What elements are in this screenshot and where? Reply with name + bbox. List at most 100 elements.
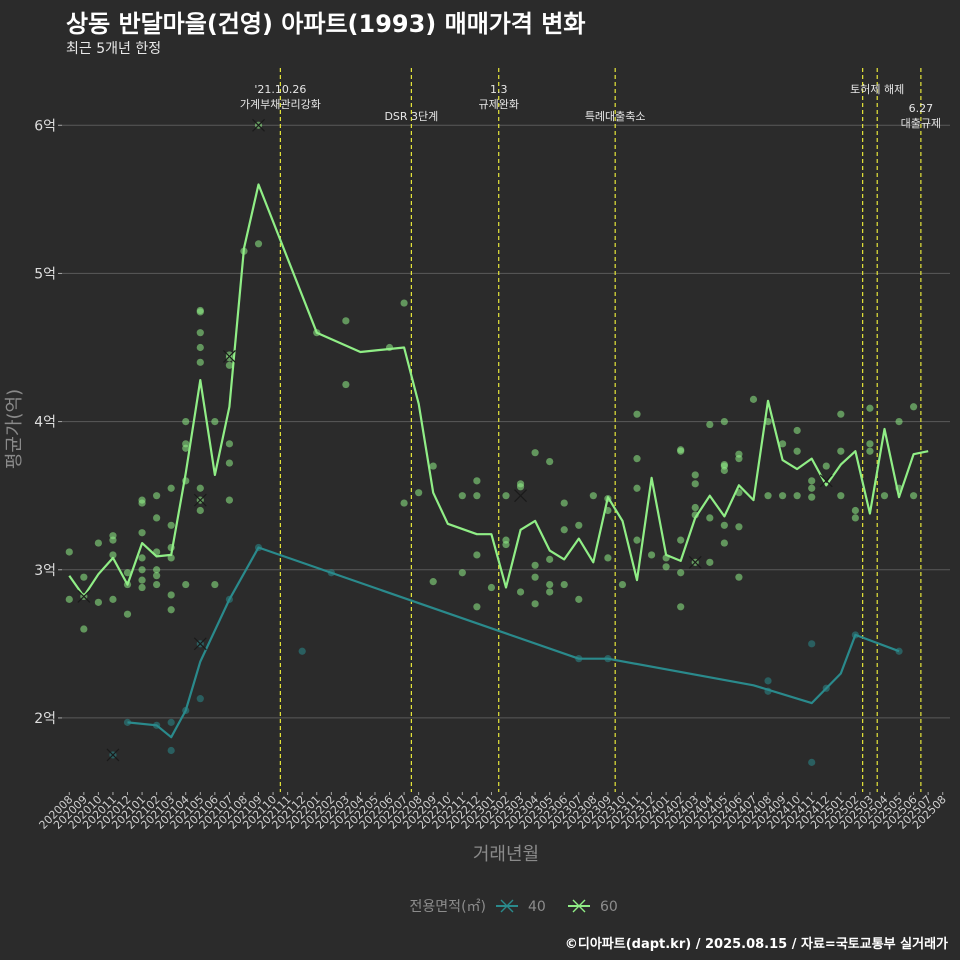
data-point: [167, 591, 175, 599]
data-point: [531, 561, 539, 569]
data-point: [575, 521, 583, 529]
data-point: [94, 598, 102, 606]
legend-label: 40: [528, 899, 546, 915]
data-point: [647, 551, 656, 559]
data-point: [764, 492, 772, 500]
data-point: [793, 426, 801, 435]
data-point: [167, 746, 175, 755]
data-point: [429, 578, 437, 586]
data-point: [866, 404, 874, 412]
data-point: [182, 580, 190, 589]
data-point: [880, 492, 889, 500]
data-point: [575, 595, 583, 603]
data-point: [633, 455, 641, 463]
data-point: [196, 308, 204, 316]
data-point: [502, 540, 510, 549]
data-point: [720, 417, 728, 426]
event-label: '21.10.26: [254, 83, 306, 96]
data-point: [560, 499, 568, 507]
data-point: [677, 447, 685, 455]
data-point: [516, 483, 525, 491]
data-point: [342, 317, 350, 325]
data-point: [167, 718, 175, 726]
data-point: [153, 514, 161, 522]
data-point: [516, 588, 525, 596]
legend-cross: [500, 899, 514, 913]
data-point: [735, 523, 743, 531]
data-point: [633, 536, 641, 544]
data-point: [793, 492, 801, 500]
data-point: [473, 492, 481, 500]
data-point: [225, 459, 234, 467]
data-point: [196, 358, 204, 366]
data-point: [735, 455, 743, 463]
data-point: [109, 551, 117, 559]
data-point: [910, 492, 918, 500]
data-point: [65, 548, 73, 556]
cross-marker: [514, 489, 527, 503]
data-point: [138, 529, 146, 537]
data-point: [546, 457, 554, 466]
data-point: [400, 499, 408, 507]
event-label: DSR 3단계: [384, 110, 438, 123]
series-40: [106, 543, 903, 766]
data-point: [560, 526, 568, 534]
data-point: [109, 595, 117, 603]
data-point: [109, 536, 117, 544]
event-label: 대출규제: [901, 117, 941, 130]
data-point: [546, 555, 554, 563]
series-line: [68, 183, 929, 598]
data-point: [677, 603, 685, 611]
y-tick-label: 5억: [34, 266, 56, 282]
data-point: [65, 595, 73, 603]
data-point: [720, 466, 728, 475]
data-point: [225, 361, 234, 369]
event-label: 규제완화: [478, 98, 518, 111]
cross-marker: [193, 637, 207, 651]
y-axis-title: 평균가(억): [4, 389, 25, 469]
data-point: [866, 440, 874, 448]
data-point: [910, 403, 918, 411]
data-point: [778, 440, 787, 448]
data-point: [851, 514, 859, 522]
data-point: [123, 610, 132, 618]
chart-subtitle: 최근 5개년 한정: [66, 41, 162, 57]
data-point: [822, 462, 830, 470]
data-point: [458, 569, 466, 577]
cross-marker: [77, 589, 91, 603]
data-point: [531, 600, 539, 608]
data-point: [808, 758, 816, 766]
data-point: [458, 492, 466, 500]
data-point: [211, 417, 219, 426]
data-point: [793, 447, 801, 455]
legend-title: 전용면적(㎡): [410, 899, 486, 915]
y-tick-label: 6억: [34, 118, 56, 134]
data-point: [604, 554, 612, 562]
data-point: [546, 588, 554, 596]
data-point: [429, 462, 437, 470]
data-point: [720, 539, 728, 547]
data-point: [196, 506, 204, 515]
data-point: [633, 484, 641, 492]
data-point: [808, 477, 816, 485]
data-point: [473, 603, 481, 611]
data-point: [706, 558, 714, 566]
event-label: 1.3: [490, 83, 508, 96]
cross-marker: [222, 349, 236, 363]
data-point: [153, 580, 161, 589]
event-label: 특례대출축소: [585, 110, 646, 123]
data-point: [196, 343, 204, 352]
data-point: [80, 625, 88, 633]
source-caption: ©디아파트(dapt.kr) / 2025.08.15 / 자료=국토교통부 실…: [564, 937, 948, 952]
data-point: [167, 484, 175, 492]
data-point: [182, 444, 190, 452]
data-point: [182, 417, 190, 426]
data-point: [153, 572, 161, 580]
data-point: [153, 566, 161, 574]
data-point: [589, 492, 597, 500]
data-point: [138, 566, 146, 574]
data-point: [167, 606, 175, 614]
cross-marker: [819, 474, 833, 488]
